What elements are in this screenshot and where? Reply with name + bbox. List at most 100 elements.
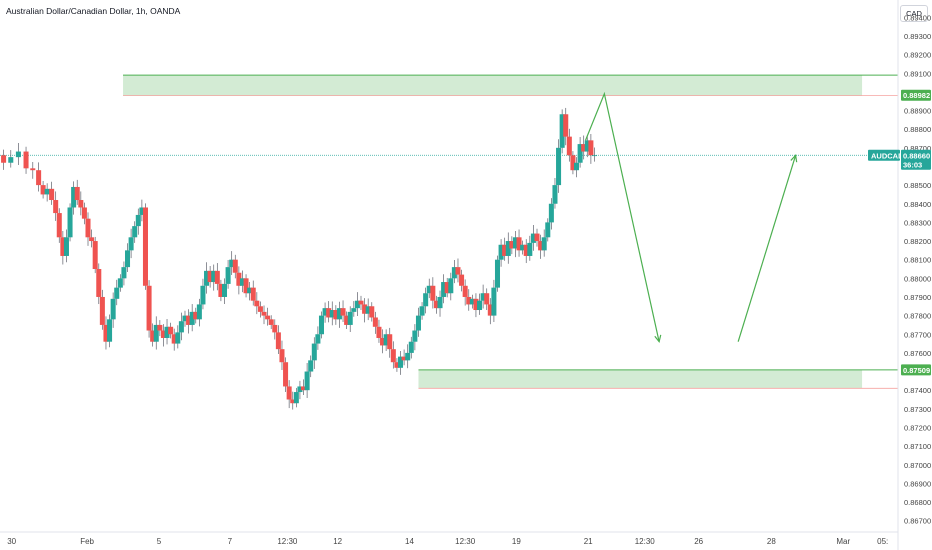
y-tick-label: 0.87600 [904, 349, 931, 358]
candle-body [448, 278, 454, 294]
projection-arrow-down[interactable] [584, 91, 660, 342]
candle-body [279, 349, 285, 363]
current-price-tag [901, 149, 931, 170]
candle-body [36, 170, 42, 186]
y-tick-label: 0.89200 [904, 51, 931, 60]
candle-body [257, 306, 263, 312]
x-tick-label: 12 [333, 537, 342, 546]
candle-body [225, 267, 231, 284]
candle-body [229, 259, 235, 268]
candle-body [380, 337, 386, 346]
candle-body [538, 241, 544, 251]
candle-body [390, 349, 396, 363]
y-tick-label: 0.88700 [904, 144, 931, 153]
y-tick-label: 0.88500 [904, 181, 931, 190]
candle-body [142, 207, 148, 286]
candle-body [290, 399, 296, 404]
y-tick-label: 0.88400 [904, 200, 931, 209]
candle-body [444, 282, 450, 294]
candle-body [92, 241, 98, 269]
candle-body [530, 233, 536, 243]
candle-body [107, 319, 113, 342]
x-tick-label: 12:30 [455, 537, 476, 546]
candle-body [71, 186, 77, 208]
x-tick-label: 19 [512, 537, 521, 546]
candle-body [505, 241, 511, 256]
candle-body [175, 332, 181, 344]
x-tick-label: 12:30 [277, 537, 298, 546]
candle-body [347, 311, 353, 325]
candle-body [78, 200, 84, 208]
candle-body [63, 237, 69, 256]
candle-body [441, 282, 447, 297]
candle-body [60, 237, 66, 256]
candle-body [584, 140, 590, 152]
candle-body [541, 237, 547, 251]
candle-body [232, 259, 238, 273]
candle-body [315, 334, 321, 344]
candle-body [200, 285, 206, 305]
candle-body [132, 226, 138, 238]
candle-body [265, 315, 271, 320]
currency-button[interactable]: CAD [900, 5, 928, 22]
candle-body [397, 356, 404, 368]
resistance-price-tag-label: 0.88982 [903, 91, 930, 100]
candle-body [588, 140, 594, 156]
candle-body [15, 151, 21, 158]
support-price-tag [901, 364, 931, 376]
candle-body [286, 386, 292, 400]
candle-body [322, 308, 328, 316]
candle-body [85, 218, 91, 238]
candle-body [494, 259, 501, 288]
candle-body [110, 298, 116, 320]
candle-body [297, 386, 303, 393]
candle-body [44, 188, 50, 195]
y-tick-label: 0.87800 [904, 312, 931, 321]
candle-body [462, 285, 468, 297]
candle-body [96, 269, 102, 297]
candle-body [275, 332, 281, 350]
y-tick-label: 0.88100 [904, 256, 931, 265]
candle-body [408, 341, 414, 353]
candle-body [520, 244, 526, 251]
candle-body [358, 300, 364, 305]
candle-body [160, 330, 166, 338]
x-tick-label: 21 [584, 537, 593, 546]
support-zone[interactable] [418, 369, 863, 389]
candle-body [114, 287, 120, 299]
x-tick-label: 30 [7, 537, 16, 546]
y-tick-label: 0.87400 [904, 386, 931, 395]
candle-body [512, 237, 518, 249]
candle-body [509, 241, 515, 249]
current-price-label: 0.88660 [903, 151, 930, 160]
candle-body [128, 237, 134, 251]
candle-body [204, 270, 210, 286]
y-tick-label: 0.87300 [904, 405, 931, 414]
x-tick-label: 7 [228, 537, 233, 546]
candle-body [498, 244, 504, 260]
candle-body [433, 300, 439, 309]
resistance-zone[interactable] [123, 75, 863, 96]
candle-body [146, 285, 152, 331]
candle-body [196, 304, 202, 320]
y-tick-label: 0.88200 [904, 237, 931, 246]
candle-body [318, 315, 324, 335]
y-tick-label: 0.88900 [904, 107, 931, 116]
candle-body [1, 155, 7, 163]
candle-body [480, 293, 486, 301]
x-tick-label: 28 [767, 537, 776, 546]
candle-body [254, 300, 260, 307]
candle-body [477, 300, 483, 311]
candle-body [135, 214, 141, 227]
symbol-tag-label: AUDCAD [871, 151, 904, 160]
candle-body [545, 222, 551, 238]
candle-body [189, 311, 195, 325]
candle-body [344, 315, 350, 325]
arrow-head-icon [654, 334, 662, 344]
candle-body [333, 310, 339, 320]
candle-body [125, 250, 131, 268]
candle-body [89, 237, 95, 242]
projection-arrow-up[interactable] [737, 155, 797, 342]
